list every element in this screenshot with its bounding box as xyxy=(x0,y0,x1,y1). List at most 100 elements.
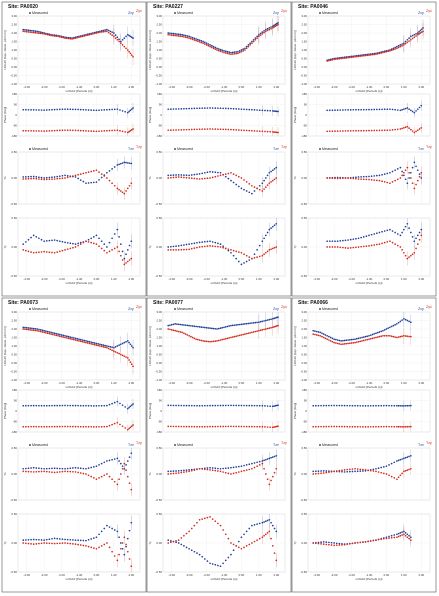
data-point xyxy=(202,340,204,342)
data-point xyxy=(193,469,196,471)
data-point xyxy=(119,129,121,132)
site-panel: Site: PA00463.002.502.001.501.000.500.00… xyxy=(291,1,437,297)
data-point xyxy=(48,130,51,132)
data-point xyxy=(251,40,253,43)
data-point xyxy=(224,425,227,428)
data-point xyxy=(355,55,358,58)
x-tick-label: -3.00 xyxy=(41,573,48,577)
data-point xyxy=(373,129,376,132)
data-point xyxy=(61,404,64,407)
data-point xyxy=(111,249,113,251)
data-point xyxy=(27,425,30,428)
series-xy xyxy=(167,218,278,266)
x-tick-label: 1.00 xyxy=(256,277,262,281)
data-point xyxy=(399,44,402,46)
data-point xyxy=(216,328,218,330)
data-point xyxy=(27,404,30,407)
data-point xyxy=(256,256,258,258)
data-point xyxy=(61,177,64,180)
data-point xyxy=(209,466,211,469)
x-tick-label: 2.00 xyxy=(128,277,134,281)
y-tick-label: 0.50 xyxy=(156,57,162,61)
data-point xyxy=(365,245,368,247)
data-point xyxy=(87,109,90,111)
data-point xyxy=(130,108,133,111)
data-point xyxy=(247,322,250,325)
data-point xyxy=(27,327,30,329)
y-tick-label: 2.00 xyxy=(11,31,17,35)
data-point xyxy=(129,35,132,38)
data-point xyxy=(259,32,262,35)
y-axis-label: Ty xyxy=(293,541,297,545)
data-point xyxy=(190,335,192,338)
data-point xyxy=(235,108,238,110)
data-point xyxy=(74,339,77,341)
data-point xyxy=(183,404,185,407)
data-point xyxy=(114,351,117,353)
y-tick-label: 2.50 xyxy=(301,23,307,27)
series-yx xyxy=(22,28,134,65)
data-point xyxy=(375,174,378,177)
data-point xyxy=(382,466,385,468)
data-point xyxy=(214,245,217,248)
data-point xyxy=(273,326,275,328)
data-point xyxy=(334,130,336,133)
data-point xyxy=(72,539,74,541)
data-point xyxy=(266,130,269,133)
data-point xyxy=(95,169,98,172)
data-point xyxy=(273,224,276,227)
data-point xyxy=(214,171,217,174)
data-point xyxy=(193,325,196,328)
data-point xyxy=(266,458,269,460)
y-tick-label: 180 xyxy=(12,92,17,96)
data-point xyxy=(201,177,204,180)
data-point xyxy=(380,335,383,338)
data-point xyxy=(177,33,180,36)
data-point xyxy=(326,338,329,341)
data-point xyxy=(169,129,172,131)
data-point xyxy=(381,129,383,132)
data-point xyxy=(266,426,269,428)
legend-marker xyxy=(319,444,321,446)
data-point xyxy=(193,128,196,131)
series-yx xyxy=(167,16,279,56)
data-point xyxy=(312,470,315,473)
data-point xyxy=(188,174,190,177)
data-point xyxy=(339,240,342,242)
data-point xyxy=(205,326,208,329)
y-tick-label: 90 xyxy=(14,399,18,403)
data-point xyxy=(365,175,368,178)
data-point xyxy=(100,173,103,175)
data-point xyxy=(85,539,87,542)
data-point xyxy=(45,425,48,428)
data-point xyxy=(341,470,343,473)
data-point xyxy=(90,181,93,184)
data-point xyxy=(113,166,116,168)
data-point xyxy=(221,49,224,52)
data-point xyxy=(330,470,333,473)
data-point xyxy=(418,128,421,130)
data-point xyxy=(90,241,93,244)
site-title: Site: PA0046 xyxy=(298,4,328,10)
data-point xyxy=(219,470,222,473)
data-point xyxy=(58,335,61,338)
data-point xyxy=(79,173,82,175)
data-point xyxy=(190,174,193,176)
data-point xyxy=(245,545,248,547)
data-point xyxy=(169,176,172,179)
x-tick-label: -3.00 xyxy=(331,573,338,577)
site-panel: Site: PA00773.002.502.001.501.000.500.00… xyxy=(146,297,292,593)
data-point xyxy=(383,108,386,111)
data-point xyxy=(82,404,85,407)
y-tick-label: 2.50 xyxy=(156,319,162,323)
data-point xyxy=(248,425,251,428)
data-point xyxy=(30,236,32,239)
y-tick-label: -0.50 xyxy=(155,370,162,374)
data-point xyxy=(251,404,253,407)
data-point xyxy=(185,469,188,471)
data-point xyxy=(211,518,214,520)
data-point xyxy=(221,326,224,329)
data-point xyxy=(43,33,45,35)
data-point xyxy=(180,471,183,474)
